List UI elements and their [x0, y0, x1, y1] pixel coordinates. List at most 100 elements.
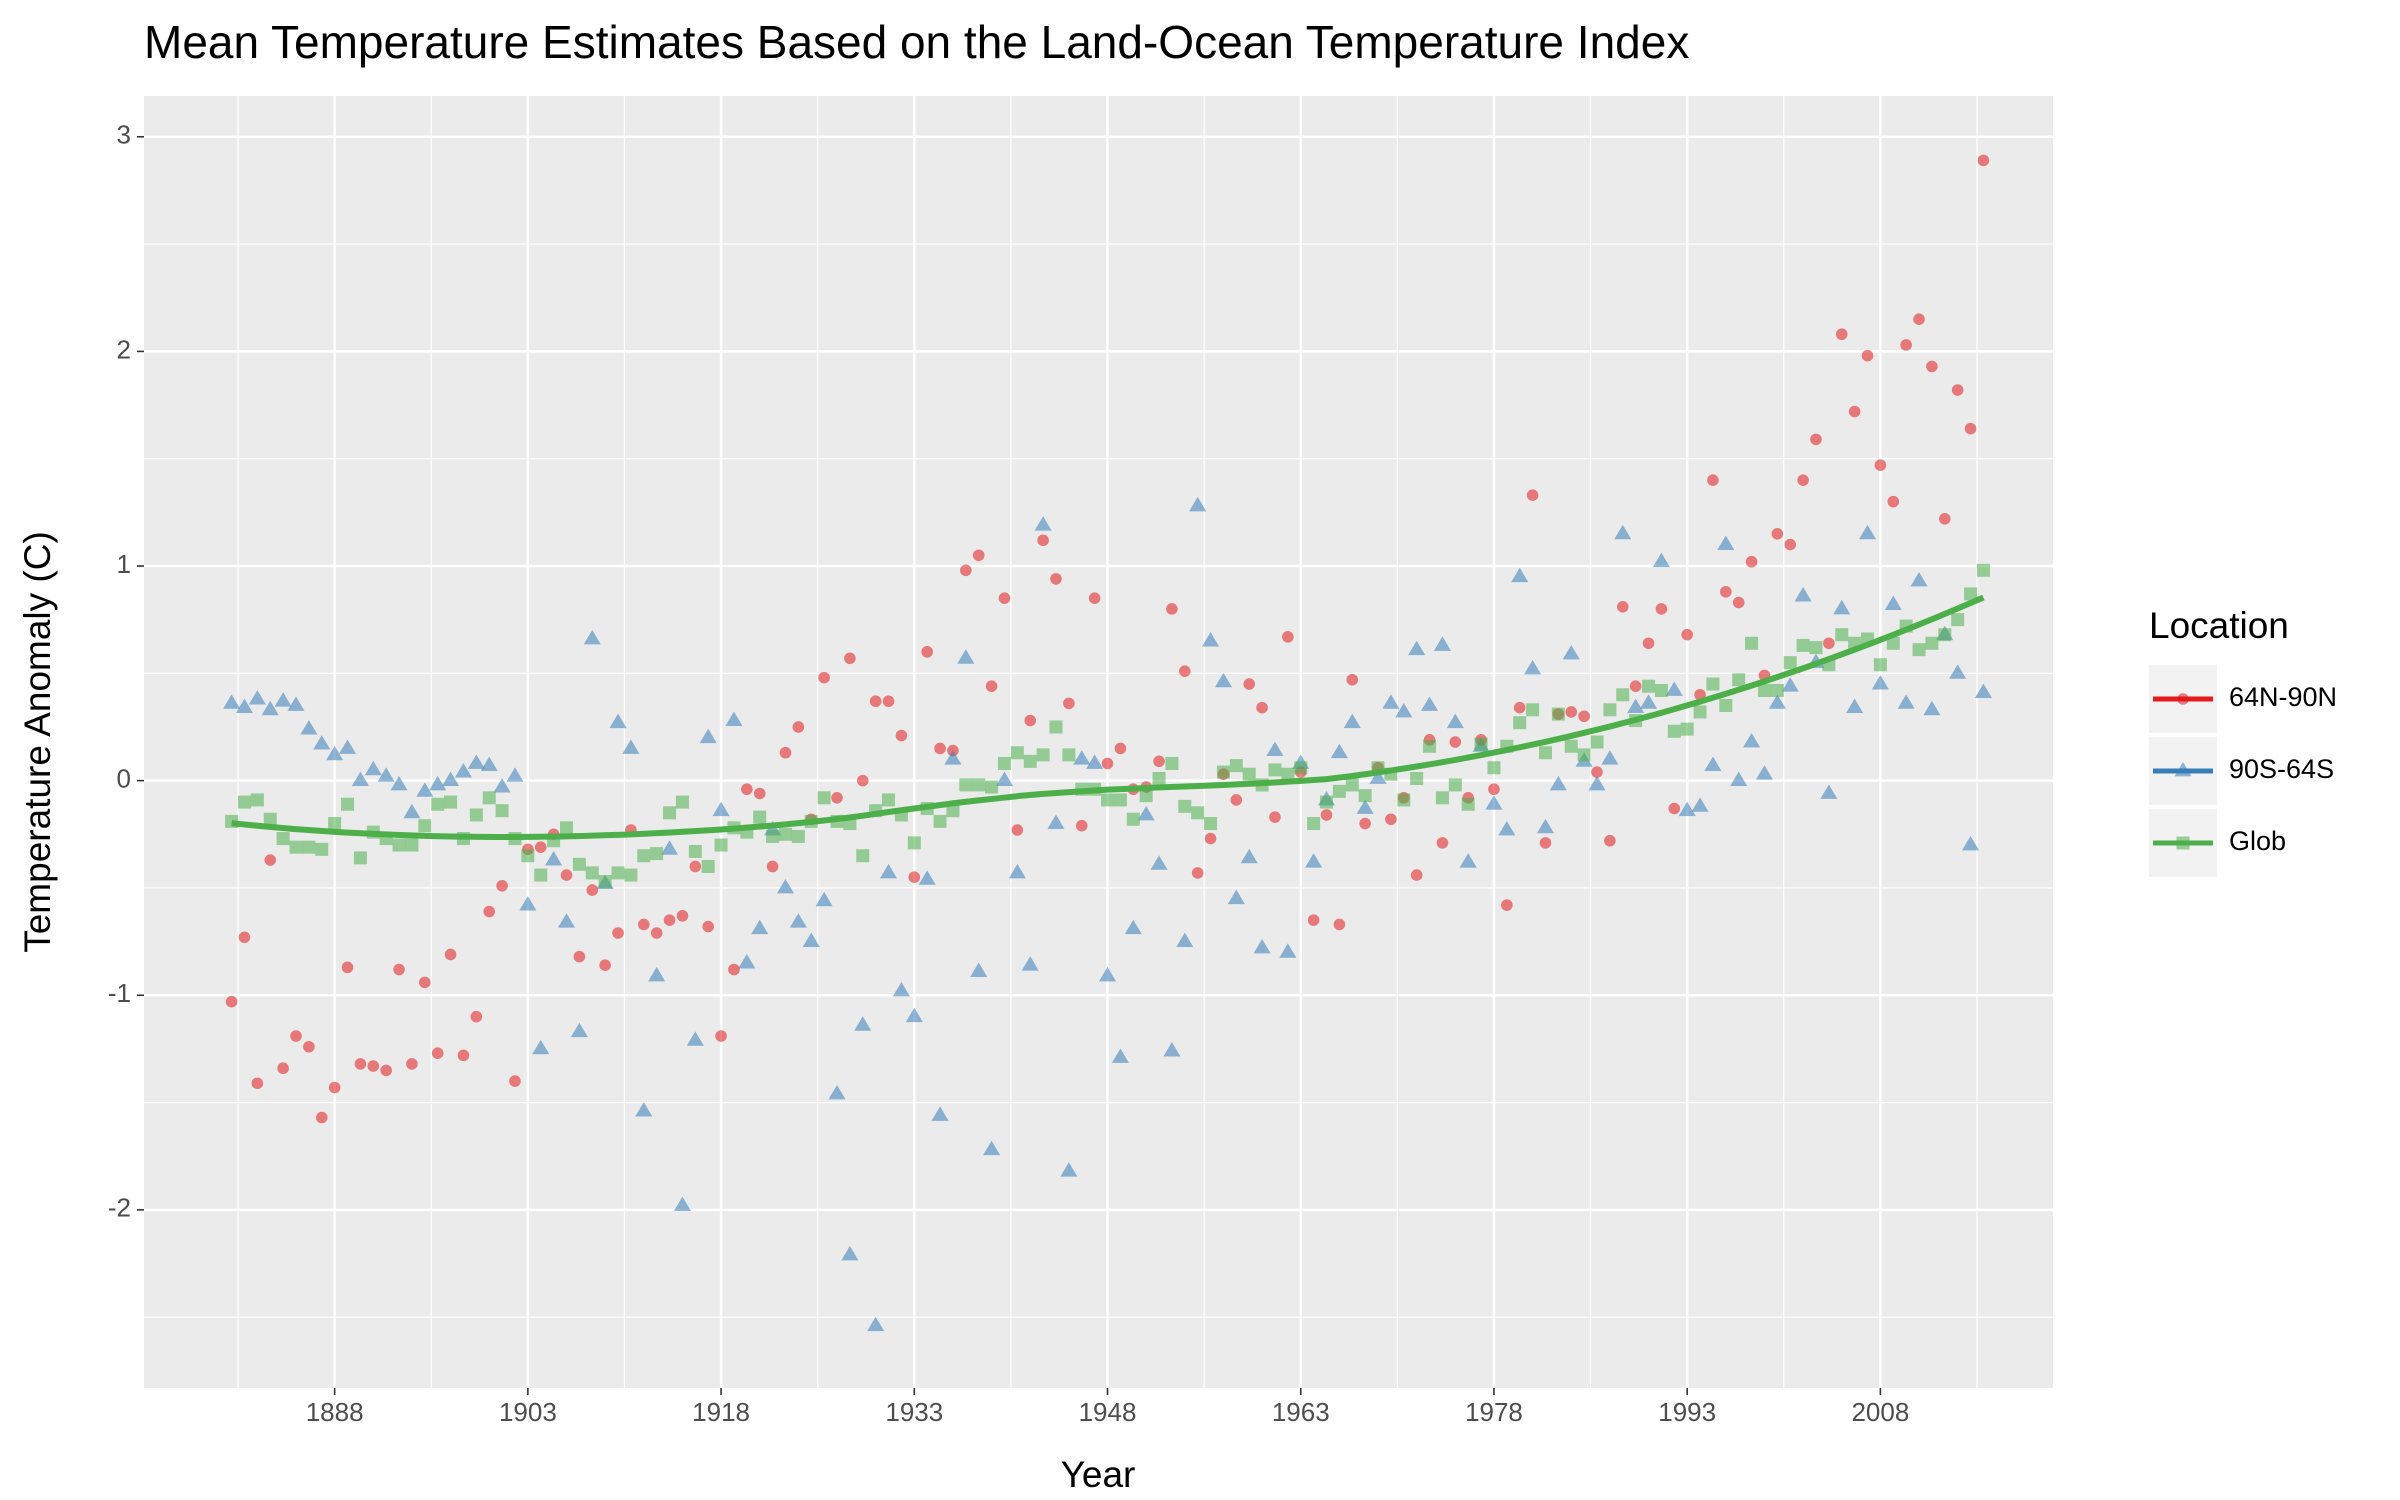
data-point [1784, 538, 1797, 551]
data-point [599, 959, 611, 972]
data-point [778, 827, 792, 841]
data-point [779, 746, 792, 759]
data-point [1551, 707, 1565, 721]
data-point [675, 795, 689, 809]
data-point [1333, 918, 1346, 931]
data-point [1202, 632, 1220, 647]
data-point [1230, 794, 1243, 806]
data-point [341, 961, 354, 974]
data-point [534, 868, 548, 882]
data-point [1256, 701, 1268, 714]
data-point [1153, 755, 1165, 768]
data-point [1243, 678, 1256, 690]
data-point [933, 814, 947, 828]
data-point [1629, 680, 1642, 692]
data-point [1449, 736, 1462, 748]
data-point [1768, 694, 1786, 709]
data-point [1910, 572, 1928, 587]
data-point [1681, 628, 1693, 641]
data-point [429, 775, 447, 791]
data-point [1974, 683, 1992, 699]
data-point [1111, 1048, 1129, 1063]
data-point [728, 963, 740, 976]
data-point [1511, 567, 1529, 583]
data-point [714, 838, 728, 852]
data-point [753, 810, 767, 824]
data-point [918, 870, 936, 885]
data-point [341, 797, 355, 811]
data-point [663, 806, 677, 820]
data-point [1667, 724, 1681, 738]
data-point [908, 871, 921, 884]
data-point [248, 690, 266, 705]
data-point [1268, 763, 1282, 777]
data-point [882, 793, 896, 807]
data-point [1062, 748, 1076, 762]
data-point [1603, 703, 1617, 717]
data-point [1036, 748, 1050, 762]
data-point [261, 700, 279, 716]
data-point [985, 680, 998, 692]
data-point [1073, 750, 1091, 765]
data-point [534, 841, 547, 853]
data-point [302, 840, 316, 854]
data-point [1706, 677, 1720, 691]
data-point [493, 778, 511, 793]
data-point [1474, 737, 1488, 751]
y-tick-label: 0 [117, 764, 131, 794]
data-point [431, 797, 445, 811]
data-point [944, 750, 962, 765]
data-point [1654, 683, 1668, 697]
data-point [1925, 636, 1939, 650]
data-point [661, 840, 679, 855]
data-point [444, 948, 457, 961]
data-point [353, 851, 367, 865]
data-point [483, 905, 496, 918]
data-point [263, 812, 277, 826]
data-point [905, 1007, 923, 1023]
data-point [1282, 631, 1294, 643]
data-point [1227, 889, 1245, 905]
data-point [1240, 848, 1258, 864]
data-point [1179, 665, 1191, 677]
data-point [1137, 805, 1155, 821]
data-point [1024, 714, 1037, 727]
x-tick-label: 1918 [692, 1397, 750, 1427]
data-point [482, 791, 496, 805]
data-point [1253, 939, 1271, 954]
data-point [264, 854, 277, 866]
data-point [1835, 328, 1848, 341]
data-point [650, 847, 664, 861]
data-point [1101, 793, 1115, 807]
data-point [663, 914, 676, 926]
data-point [957, 649, 975, 664]
data-point [1126, 812, 1140, 826]
data-point [1008, 863, 1026, 879]
data-point [1266, 741, 1284, 756]
data-point [791, 829, 805, 843]
data-point [1652, 552, 1670, 568]
data-point [995, 771, 1014, 787]
data-point [1951, 613, 1965, 627]
data-point [1588, 775, 1606, 791]
data-point [377, 767, 395, 782]
data-point [725, 711, 743, 726]
data-point [1577, 748, 1591, 762]
data-point [1539, 837, 1552, 849]
legend-marker [2177, 693, 2189, 705]
data-point [1178, 799, 1192, 813]
data-point [921, 646, 933, 658]
data-point [1114, 742, 1127, 755]
data-point [315, 1111, 328, 1124]
data-point [364, 760, 382, 776]
data-point [612, 927, 624, 939]
data-point [1691, 797, 1709, 812]
data-point [637, 849, 651, 863]
data-point [879, 863, 898, 879]
data-point [1459, 853, 1477, 868]
data-point [598, 875, 612, 889]
plot-panel [144, 96, 2053, 1388]
data-point [1781, 677, 1799, 692]
data-point [1526, 489, 1539, 501]
data-point [1191, 806, 1205, 820]
